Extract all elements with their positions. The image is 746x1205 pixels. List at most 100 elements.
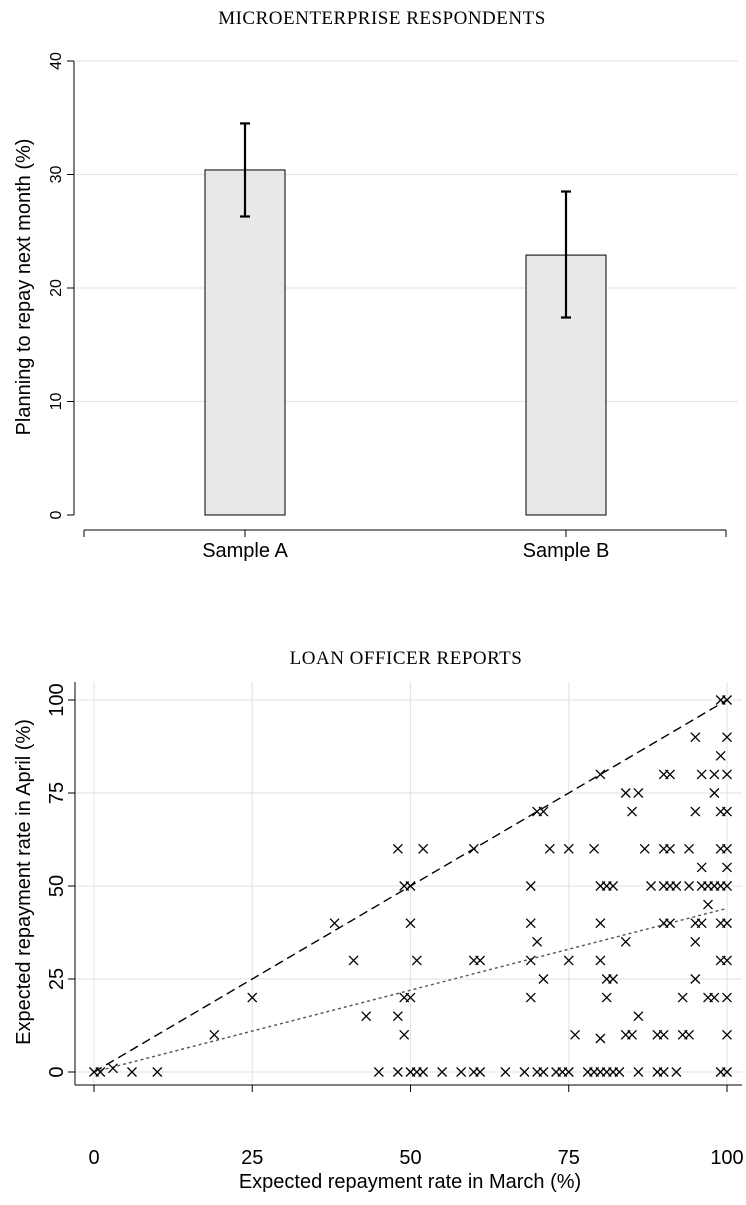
scatter-point (671, 881, 682, 891)
scatter-point-stroke (399, 1029, 410, 1040)
scatter-point-stroke (437, 1067, 448, 1077)
scatter-point (399, 1029, 410, 1040)
scatter-point (405, 918, 416, 929)
scatter-point-stroke (405, 992, 416, 1003)
scatter-point (684, 843, 694, 854)
scatter-point (595, 1033, 606, 1044)
scatter-point-stroke (608, 881, 619, 891)
scatter-point-stroke (538, 1067, 549, 1077)
scatter-point-stroke (601, 992, 612, 1003)
scatter-point-stroke (525, 918, 536, 929)
scatter-point-stroke (715, 955, 726, 966)
scatter-point (722, 806, 732, 817)
bar-chart: MICROENTERPRISE RESPONDENTS 0 10 20 30 40 Sam… (13, 8, 738, 562)
scatter-chart-x-axis-label: Expected repayment rate in March (%) (239, 1171, 581, 1193)
scatter-point-stroke (722, 732, 732, 743)
scatter-point (627, 806, 638, 817)
scatter-point (665, 918, 675, 929)
scatter-point (696, 918, 707, 929)
scatter-x-tick-label: 50 (399, 1147, 421, 1169)
scatter-point (95, 1067, 106, 1077)
scatter-point (690, 806, 701, 817)
bar-y-tick-label: 0 (48, 510, 65, 519)
scatter-point (373, 1067, 384, 1077)
scatter-point (722, 769, 732, 780)
scatter-point (247, 992, 258, 1003)
scatter-point-stroke (722, 992, 732, 1003)
scatter-y-tick-label: 25 (46, 968, 68, 990)
scatter-point (722, 881, 732, 891)
scatter-point-stroke (563, 955, 574, 966)
scatter-chart-gridlines (75, 682, 742, 1085)
scatter-point (601, 992, 612, 1003)
scatter-point (709, 788, 720, 798)
scatter-point-stroke (595, 769, 606, 780)
scatter-point-stroke (329, 918, 340, 929)
scatter-point (709, 992, 720, 1003)
scatter-point (639, 843, 650, 854)
bar (204, 169, 286, 516)
scatter-point-stroke (525, 955, 536, 966)
scatter-point-stroke (563, 843, 574, 854)
scatter-point (563, 843, 574, 854)
scatter-point-stroke (646, 881, 656, 891)
scatter-point-stroke (361, 1011, 372, 1022)
scatter-point (456, 1067, 467, 1077)
scatter-point (532, 936, 543, 947)
scatter-point-stroke (722, 843, 732, 854)
scatter-point (722, 732, 732, 743)
scatter-point-stroke (690, 974, 701, 984)
bar-chart-title: MICROENTERPRISE RESPONDENTS (218, 8, 546, 29)
scatter-point-stroke (108, 1063, 118, 1074)
scatter-point-stroke (595, 918, 606, 929)
scatter-point (633, 1011, 644, 1022)
scatter-point (525, 918, 536, 929)
scatter-point-stroke (633, 1011, 644, 1022)
scatter-point-stroke (538, 806, 549, 817)
scatter-point (646, 881, 656, 891)
scatter-point (696, 769, 707, 780)
scatter-point-stroke (671, 1067, 682, 1077)
scatter-point-stroke (696, 769, 707, 780)
scatter-point (633, 788, 644, 798)
bar-y-tick-label: 10 (48, 393, 65, 411)
scatter-point (538, 974, 549, 984)
scatter-point-stroke (684, 843, 694, 854)
scatter-y-tick-label: 50 (46, 875, 68, 897)
scatter-point-stroke (348, 955, 359, 966)
bar-chart-tick-labels: 0 10 20 30 40 Sample A Sample B (48, 52, 609, 562)
scatter-y-tick-label: 100 (46, 683, 68, 716)
scatter-point-stroke (418, 843, 429, 854)
scatter-point (677, 992, 688, 1003)
scatter-point-stroke (722, 862, 732, 873)
scatter-point (500, 1067, 511, 1077)
scatter-point-stroke (709, 992, 720, 1003)
scatter-point (538, 1067, 549, 1077)
scatter-point-stroke (665, 843, 675, 854)
scatter-point (437, 1067, 448, 1077)
scatter-point-stroke (696, 862, 707, 873)
scatter-point (475, 955, 486, 966)
scatter-point (525, 955, 536, 966)
scatter-point-stroke (690, 732, 701, 743)
scatter-point (722, 862, 732, 873)
scatter-point (570, 1029, 581, 1040)
scatter-point-stroke (658, 1067, 669, 1077)
scatter-point (127, 1067, 137, 1077)
scatter-point (722, 992, 732, 1003)
scatter-point-stroke (709, 769, 720, 780)
scatter-point-stroke (690, 936, 701, 947)
scatter-x-tick-label: 25 (241, 1147, 263, 1169)
scatter-point-stroke (620, 936, 631, 947)
scatter-point-stroke (392, 1067, 403, 1077)
scatter-point (614, 1067, 625, 1077)
scatter-point (722, 843, 732, 854)
scatter-point (595, 769, 606, 780)
bar-y-tick-label: 20 (48, 279, 65, 297)
scatter-point-stroke (639, 843, 650, 854)
scatter-point (209, 1029, 220, 1040)
scatter-point-stroke (405, 918, 416, 929)
scatter-point-stroke (544, 843, 555, 854)
scatter-point-stroke (722, 806, 732, 817)
